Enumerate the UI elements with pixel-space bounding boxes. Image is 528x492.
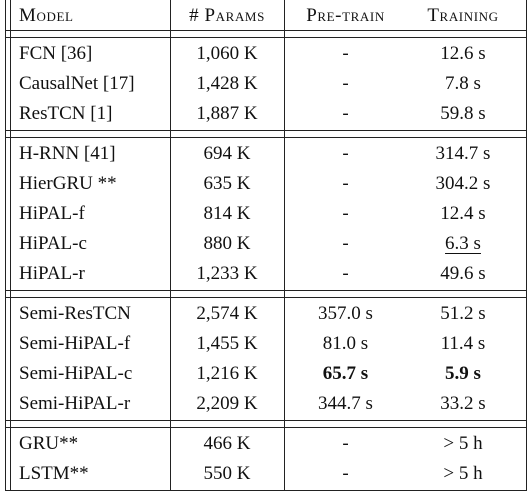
model-cell: HiPAL-f xyxy=(19,203,85,224)
training-cell: > 5 h xyxy=(443,433,483,454)
training-cell-underlined: 6.3 s xyxy=(445,233,481,254)
params-pretrain-divider xyxy=(284,0,285,491)
model-cell: Semi-ResTCN xyxy=(19,303,131,324)
header-training: Training xyxy=(427,5,499,26)
model-cell: LSTM** xyxy=(19,463,89,484)
rule-above-group-4 xyxy=(5,427,527,428)
params-cell: 1,060 K xyxy=(196,43,258,64)
training-cell: 7.8 s xyxy=(445,73,481,94)
pretrain-cell-best: 65.7 s xyxy=(322,363,369,384)
table-row: Semi-HiPAL-r 2,209 K 344.7 s 33.2 s xyxy=(0,389,528,419)
pretrain-cell: - xyxy=(342,433,349,454)
model-cell: HiPAL-r xyxy=(19,263,85,284)
training-cell: 12.6 s xyxy=(440,43,486,64)
pretrain-cell: 357.0 s xyxy=(318,303,373,324)
pretrain-cell: - xyxy=(342,173,349,194)
header-params: # Params xyxy=(189,5,265,26)
rule-above-group-2 xyxy=(5,137,527,138)
pretrain-cell: - xyxy=(342,463,349,484)
table-row: FCN [36] 1,060 K - 12.6 s xyxy=(0,39,528,69)
table-row: Semi-HiPAL-c 1,216 K 65.7 s 5.9 s xyxy=(0,359,528,389)
model-cell: Semi-HiPAL-f xyxy=(19,333,131,354)
params-cell: 880 K xyxy=(203,233,251,254)
model-cell: FCN [36] xyxy=(19,43,93,64)
rule-table-bottom xyxy=(5,490,527,491)
rule-above-group-1 xyxy=(5,37,527,38)
pretrain-cell: - xyxy=(342,43,349,64)
pretrain-cell: - xyxy=(342,263,349,284)
params-cell: 2,574 K xyxy=(196,303,258,324)
pretrain-cell: - xyxy=(342,203,349,224)
params-cell: 1,887 K xyxy=(196,103,258,124)
params-cell: 2,209 K xyxy=(196,393,258,414)
rule-below-group-2 xyxy=(5,290,527,291)
model-cell: ResTCN [1] xyxy=(19,103,113,124)
table-row: Semi-ResTCN 2,574 K 357.0 s 51.2 s xyxy=(0,299,528,329)
left-inner-rule xyxy=(10,0,11,491)
training-cell-best: 5.9 s xyxy=(445,363,481,384)
training-cell: 49.6 s xyxy=(440,263,486,284)
table-row: CausalNet [17] 1,428 K - 7.8 s xyxy=(0,69,528,99)
params-cell: 550 K xyxy=(203,463,251,484)
table-row: ResTCN [1] 1,887 K - 59.8 s xyxy=(0,99,528,129)
params-cell: 466 K xyxy=(203,433,251,454)
table-row: HiPAL-f 814 K - 12.4 s xyxy=(0,199,528,229)
pretrain-cell: - xyxy=(342,103,349,124)
header-row: Model # Params Pre-train Training xyxy=(0,1,528,31)
header-pretrain: Pre-train xyxy=(306,5,385,26)
params-cell: 635 K xyxy=(203,173,251,194)
header-model: Model xyxy=(19,5,74,26)
model-cell: HierGRU ** xyxy=(19,173,117,194)
model-cell: Semi-HiPAL-r xyxy=(19,393,131,414)
training-cell: 314.7 s xyxy=(435,143,491,164)
training-cell: 59.8 s xyxy=(440,103,486,124)
rule-below-header xyxy=(5,30,527,31)
params-cell: 814 K xyxy=(203,203,251,224)
pretrain-cell: - xyxy=(342,73,349,94)
training-cell: 11.4 s xyxy=(440,333,486,354)
pretrain-cell: 81.0 s xyxy=(322,333,369,354)
pretrain-cell: - xyxy=(342,143,349,164)
right-outer-rule xyxy=(526,0,527,491)
params-cell: 1,216 K xyxy=(196,363,258,384)
training-cell: > 5 h xyxy=(443,463,483,484)
params-cell: 1,233 K xyxy=(196,263,258,284)
training-cell: 51.2 s xyxy=(440,303,486,324)
model-cell: GRU** xyxy=(19,433,79,454)
model-cell: Semi-HiPAL-c xyxy=(19,363,133,384)
table-row: HiPAL-c 880 K - 6.3 s xyxy=(0,229,528,259)
table-row: GRU** 466 K - > 5 h xyxy=(0,429,528,459)
left-outer-rule xyxy=(5,0,6,491)
training-cell: 33.2 s xyxy=(440,393,486,414)
model-cell: HiPAL-c xyxy=(19,233,87,254)
pretrain-cell: - xyxy=(342,233,349,254)
rule-below-group-3 xyxy=(5,420,527,421)
table-row: LSTM** 550 K - > 5 h xyxy=(0,459,528,489)
rule-above-group-3 xyxy=(5,297,527,298)
params-cell: 694 K xyxy=(203,143,251,164)
params-cell: 1,455 K xyxy=(196,333,258,354)
table-row: HiPAL-r 1,233 K - 49.6 s xyxy=(0,259,528,289)
model-cell: H-RNN [41] xyxy=(19,143,116,164)
table-row: H-RNN [41] 694 K - 314.7 s xyxy=(0,139,528,169)
rule-below-group-1 xyxy=(5,130,527,131)
training-cell: 304.2 s xyxy=(435,173,491,194)
table-row: HierGRU ** 635 K - 304.2 s xyxy=(0,169,528,199)
training-cell: 12.4 s xyxy=(440,203,486,224)
model-cell: CausalNet [17] xyxy=(19,73,135,94)
pretrain-cell: 344.7 s xyxy=(318,393,373,414)
table-row: Semi-HiPAL-f 1,455 K 81.0 s 11.4 s xyxy=(0,329,528,359)
model-params-divider xyxy=(170,0,171,491)
params-cell: 1,428 K xyxy=(196,73,258,94)
